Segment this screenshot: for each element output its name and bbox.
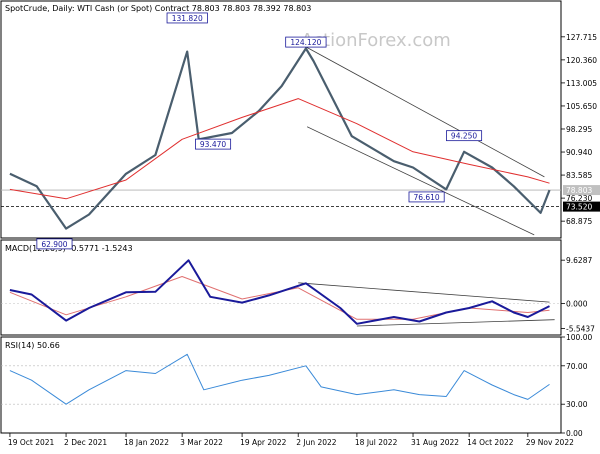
x-tick-label-1: 2 Dec 2021 (64, 438, 107, 447)
price-y-tick-label-0: 127.715 (566, 33, 597, 42)
price-y-tick-label-6: 83.585 (566, 171, 592, 180)
annotation-label-0: 131.820 (172, 14, 203, 23)
annotation-box-2 (195, 138, 232, 150)
price-title: SpotCrude, Daily: WTI Cash (or Spot) Con… (5, 4, 311, 13)
axis-layer: 127.715 120.360 113.005 105.650 98.295 90.940… (8, 33, 600, 447)
x-tick-label-6: 18 Jul 2022 (355, 438, 398, 447)
annotation-label-2: 93.470 (200, 140, 226, 149)
x-tick-label-4: 19 Apr 2022 (240, 438, 287, 447)
price-y-tick-label-1: 120.360 (566, 56, 597, 65)
rsi-layer (1, 353, 561, 405)
annotation-box-3 (446, 130, 483, 142)
rsi-y-tick-label-2: 30.00 (566, 400, 588, 409)
macd-trend-line-0 (298, 282, 550, 303)
rsi-line (9, 353, 550, 405)
annotation-label-4: 76.610 (413, 193, 439, 202)
price-y-tick-label-2: 113.005 (566, 79, 597, 88)
current-price-label: 78.803 (566, 186, 592, 195)
trend-channel-line-0 (305, 46, 545, 178)
macd-layer (1, 259, 561, 327)
rsi-y-tick-label-3: 0.00 (566, 429, 583, 438)
x-tick-label-0: 19 Oct 2021 (8, 438, 55, 447)
watermark: ActionForex.com (301, 30, 451, 51)
price-y-tick-label-7: 76.230 (566, 194, 592, 203)
price-y-tick-label-5: 90.940 (566, 148, 592, 157)
moving-average-line (9, 98, 550, 200)
price-pane-frame (0, 0, 562, 239)
x-tick-label-5: 2 Jun 2022 (296, 438, 337, 447)
price-y-tick-label-3: 105.650 (566, 102, 597, 111)
macd-line (9, 259, 550, 325)
annotation-box-4 (408, 191, 445, 203)
x-tick-label-2: 18 Jan 2022 (124, 438, 169, 447)
macd-pane-frame (0, 239, 562, 336)
level-price-box (563, 201, 600, 212)
annotation-label-5: 62.900 (41, 240, 67, 249)
level-price-label: 73.520 (566, 203, 592, 212)
annotation-box-5 (36, 238, 73, 250)
price-y-tick-label-4: 98.295 (566, 125, 592, 134)
annotation-box-1 (285, 36, 327, 48)
price-y-tick-label-8: 68.875 (566, 217, 592, 226)
x-tick-label-8: 14 Oct 2022 (467, 438, 514, 447)
annotation-box-0 (166, 12, 208, 24)
rsi-y-tick-label-0: 100.00 (566, 333, 592, 342)
rsi-pane-frame (0, 336, 562, 434)
rsi-label: RSI(14) 50.66 (5, 341, 60, 350)
macd-trend-line-1 (356, 319, 555, 327)
annotation-label-1: 124.120 (290, 38, 321, 47)
price-series-line (9, 47, 551, 230)
annotation-label-3: 94.250 (451, 132, 477, 141)
trend-channel-line-1 (306, 126, 535, 236)
current-price-box (563, 185, 600, 196)
macd-signal-line (9, 276, 550, 320)
price-layer: 131.820 124.120 93.470 94.250 76.610 62.900 (1, 12, 561, 250)
x-tick-label-3: 3 Mar 2022 (180, 438, 223, 447)
macd-y-tick-label-2: -5.5437 (566, 324, 595, 333)
x-tick-label-9: 29 Nov 2022 (526, 438, 574, 447)
x-tick-label-7: 31 Aug 2022 (411, 438, 459, 447)
macd-y-tick-label-1: 0.000 (566, 300, 588, 309)
rsi-y-tick-label-1: 70.00 (566, 362, 588, 371)
macd-y-tick-label-0: 9.6287 (566, 256, 592, 265)
